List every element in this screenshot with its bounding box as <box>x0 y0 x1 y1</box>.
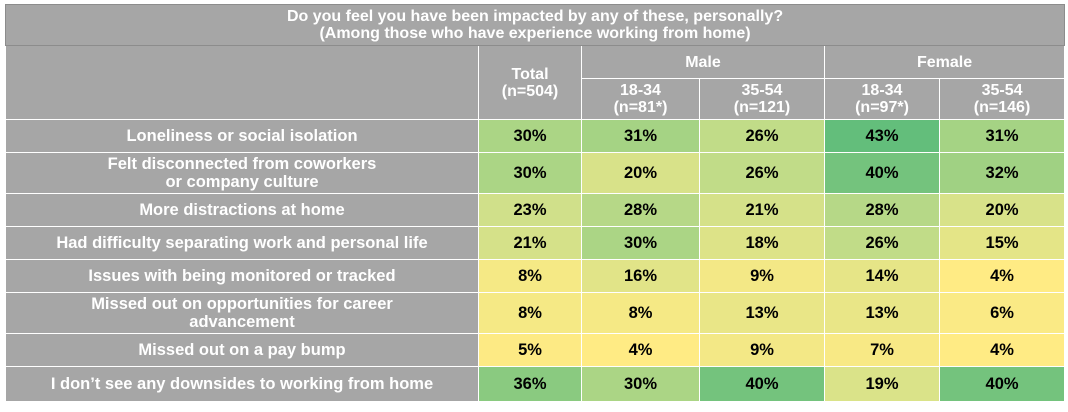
row-label-cell: Missed out on a pay bump <box>5 333 479 367</box>
value-cell: 4% <box>581 333 700 367</box>
value-cell: 20% <box>581 152 700 194</box>
table-row: Had difficulty separating work and perso… <box>5 226 1066 260</box>
value-cell: 30% <box>478 152 582 194</box>
value-cell: 40% <box>699 366 825 402</box>
table-title-cell: Do you feel you have been impacted by an… <box>4 4 1066 46</box>
row-label-text: Felt disconnected from coworkers <box>107 155 377 173</box>
column-header-label: 18-34 <box>620 82 661 99</box>
chart-title: Do you feel you have been impacted by an… <box>286 8 784 25</box>
value-cell: 43% <box>824 119 940 153</box>
column-header-label: 18-34 <box>861 82 903 99</box>
row-label-text: Missed out on a pay bump <box>138 341 346 359</box>
value-cell: 18% <box>699 226 825 260</box>
value-cell: 13% <box>824 292 940 334</box>
value-cell: 30% <box>581 226 700 260</box>
value-cell: 16% <box>581 259 700 293</box>
value-cell: 8% <box>478 259 582 293</box>
row-label-text: I don’t see any downsides to working fro… <box>50 375 434 393</box>
value-cell: 26% <box>699 119 825 153</box>
table-row: Missed out on opportunities for career ad… <box>5 292 1066 334</box>
value-cell: 31% <box>938 119 1066 153</box>
value-cell: 5% <box>478 333 582 367</box>
value-cell: 31% <box>581 119 700 153</box>
row-label-text: Had difficulty separating work and perso… <box>56 234 428 252</box>
value-cell: 21% <box>478 226 582 260</box>
column-header-male-18-34: 18-34 (n=81*) <box>581 78 700 120</box>
column-header-label: Total <box>511 65 549 83</box>
value-cell: 28% <box>824 193 940 227</box>
row-label-text: Loneliness or social isolation <box>126 127 358 145</box>
value-cell: 36% <box>478 366 582 402</box>
group-header-male: Male <box>581 45 825 79</box>
table-row: Issues with being monitored or tracked 8%… <box>5 259 1066 293</box>
row-label-header-cell <box>5 45 479 120</box>
column-header-total: Total (n=504) <box>478 45 582 120</box>
value-cell: 8% <box>478 292 582 334</box>
value-cell: 4% <box>938 333 1066 367</box>
value-cell: 6% <box>938 292 1066 334</box>
value-cell: 26% <box>699 152 825 194</box>
column-header-female-18-34: 18-34 (n=97*) <box>824 78 940 120</box>
group-header-row: Total (n=504) Male Female <box>5 45 1066 120</box>
row-label-text: More distractions at home <box>139 201 345 219</box>
table-body: Do you feel you have been impacted by an… <box>4 4 1066 402</box>
column-header-female-35-54: 35-54 (n=146) <box>938 78 1066 120</box>
table-row: More distractions at home 23% 28% 21% 28% 20% <box>5 193 1066 227</box>
column-header-n: (n=81*) <box>613 99 668 116</box>
row-label-cell: Felt disconnected from coworkers or compa… <box>5 152 479 194</box>
value-cell: 23% <box>478 193 582 227</box>
value-cell: 40% <box>938 366 1066 402</box>
table-row: Loneliness or social isolation 30% 31% 26% 4… <box>5 119 1066 153</box>
row-label-cell: More distractions at home <box>5 193 479 227</box>
value-cell: 19% <box>824 366 940 402</box>
impact-heatmap-table: Do you feel you have been impacted by an… <box>4 4 1066 402</box>
value-cell: 13% <box>699 292 825 334</box>
group-header-female: Female <box>823 45 1066 79</box>
value-cell: 40% <box>824 152 940 194</box>
subgroup-header-row: 18-34 (n=81*) 35-54 (n=121) 18-34 (n=97*… <box>6 78 1066 120</box>
value-cell: 9% <box>699 333 825 367</box>
value-cell: 21% <box>699 193 825 227</box>
row-label-text: Issues with being monitored or tracked <box>88 267 396 285</box>
column-header-n: (n=146) <box>973 99 1031 116</box>
table-row: Felt disconnected from coworkers or compa… <box>5 152 1066 194</box>
column-header-male-35-54: 35-54 (n=121) <box>699 78 825 120</box>
row-label-cell: Loneliness or social isolation <box>5 119 479 153</box>
value-cell: 15% <box>938 226 1066 260</box>
value-cell: 32% <box>938 152 1066 194</box>
value-cell: 30% <box>478 119 582 153</box>
value-cell: 30% <box>581 366 700 402</box>
value-cell: 8% <box>581 292 700 334</box>
value-cell: 9% <box>699 259 825 293</box>
value-cell: 7% <box>824 333 940 367</box>
value-cell: 14% <box>824 259 940 293</box>
value-cell: 20% <box>938 193 1066 227</box>
table-row: Missed out on a pay bump 5% 4% 9% 7% 4% <box>5 333 1066 367</box>
table-row: I don’t see any downsides to working fro… <box>5 366 1066 402</box>
row-label-text: advancement <box>189 313 295 331</box>
column-header-label: 35-54 <box>741 82 783 99</box>
column-header-n: (n=121) <box>733 99 791 116</box>
column-header-n: (n=504) <box>501 82 559 100</box>
row-label-cell: Missed out on opportunities for career ad… <box>5 292 479 334</box>
row-label-cell: I don’t see any downsides to working fro… <box>5 366 479 402</box>
row-label-cell: Had difficulty separating work and perso… <box>5 226 479 260</box>
row-label-text: or company culture <box>165 173 319 191</box>
row-label-text: Missed out on opportunities for career <box>91 295 393 313</box>
column-header-n: (n=97*) <box>855 99 909 116</box>
value-cell: 4% <box>938 259 1066 293</box>
title-row: Do you feel you have been impacted by an… <box>4 4 1066 46</box>
column-header-label: 35-54 <box>981 82 1023 99</box>
value-cell: 26% <box>824 226 940 260</box>
value-cell: 28% <box>581 193 700 227</box>
chart-subtitle: (Among those who have experience working… <box>319 25 751 42</box>
row-label-cell: Issues with being monitored or tracked <box>5 259 479 293</box>
